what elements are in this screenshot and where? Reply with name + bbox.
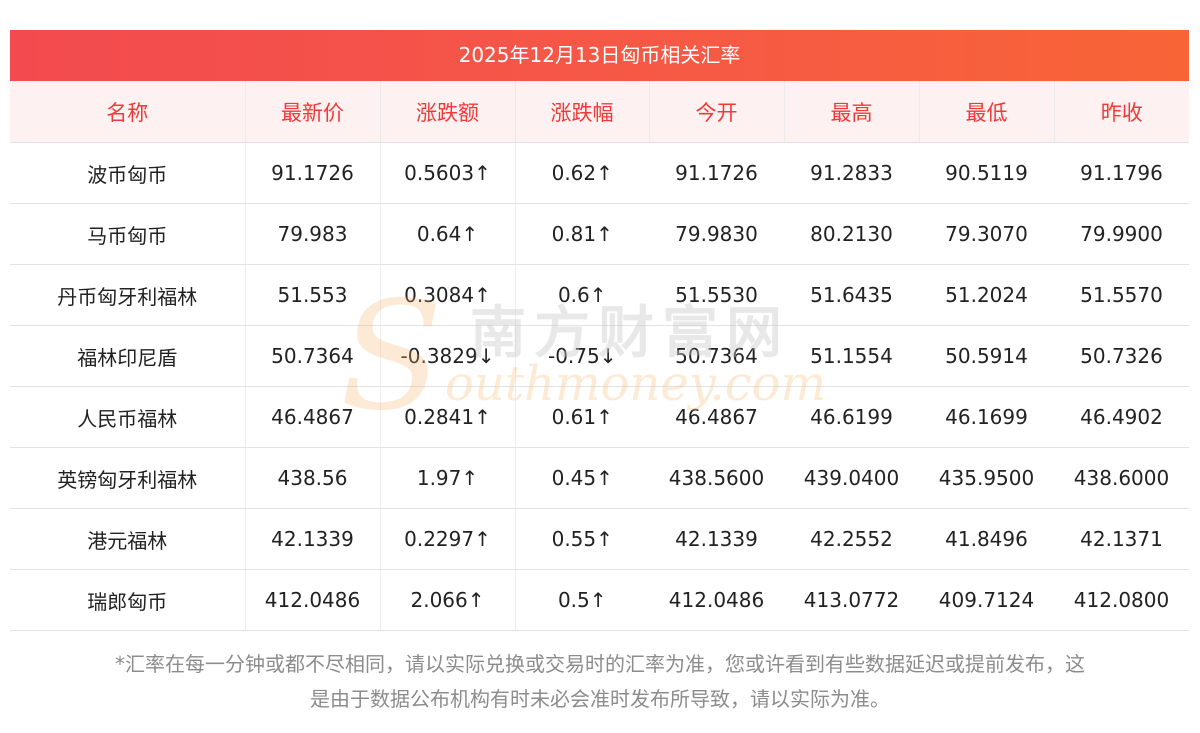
cell-change: 0.3084↑ [380, 264, 516, 326]
disclaimer: *汇率在每一分钟或都不尽相同，请以实际兑换或交易时的汇率为准，您或许看到有些数据… [0, 647, 1200, 717]
table-row: 丹币匈牙利福林 51.553 0.3084↑ 0.6↑ 51.5530 51.6… [10, 264, 1189, 326]
cell-low: 41.8496 [919, 508, 1054, 570]
cell-open: 46.4867 [649, 386, 784, 448]
disclaimer-line-2: 是由于数据公布机构有时未必会准时发布所导致，请以实际为准。 [310, 687, 890, 711]
cell-low: 50.5914 [919, 325, 1054, 387]
cell-change: 0.64↑ [380, 203, 516, 265]
column-header-name: 名称 [10, 81, 246, 143]
cell-name: 英镑匈牙利福林 [10, 447, 246, 509]
cell-name: 马币匈币 [10, 203, 246, 265]
cell-change-pct: -0.75↓ [515, 325, 649, 387]
cell-open: 412.0486 [649, 569, 784, 631]
cell-change: 0.5603↑ [380, 142, 516, 204]
cell-latest: 51.553 [245, 264, 381, 326]
cell-latest: 46.4867 [245, 386, 381, 448]
table-row: 波币匈币 91.1726 0.5603↑ 0.62↑ 91.1726 91.28… [10, 142, 1189, 204]
cell-prev-close: 50.7326 [1054, 325, 1189, 387]
cell-prev-close: 412.0800 [1054, 569, 1189, 631]
cell-high: 439.0400 [784, 447, 919, 509]
table-row: 港元福林 42.1339 0.2297↑ 0.55↑ 42.1339 42.25… [10, 508, 1189, 570]
table-row: 马币匈币 79.983 0.64↑ 0.81↑ 79.9830 80.2130 … [10, 203, 1189, 265]
table-row: 瑞郎匈币 412.0486 2.066↑ 0.5↑ 412.0486 413.0… [10, 569, 1189, 631]
cell-high: 91.2833 [784, 142, 919, 204]
cell-open: 79.9830 [649, 203, 784, 265]
cell-high: 42.2552 [784, 508, 919, 570]
cell-low: 46.1699 [919, 386, 1054, 448]
table-row: 人民币福林 46.4867 0.2841↑ 0.61↑ 46.4867 46.6… [10, 386, 1189, 448]
cell-change-pct: 0.61↑ [515, 386, 649, 448]
cell-change: 0.2841↑ [380, 386, 516, 448]
cell-high: 80.2130 [784, 203, 919, 265]
cell-prev-close: 46.4902 [1054, 386, 1189, 448]
cell-change-pct: 0.62↑ [515, 142, 649, 204]
column-header-high: 最高 [784, 81, 920, 143]
cell-change-pct: 0.55↑ [515, 508, 649, 570]
cell-name: 瑞郎匈币 [10, 569, 246, 631]
cell-change: 2.066↑ [380, 569, 516, 631]
table-row: 福林印尼盾 50.7364 -0.3829↓ -0.75↓ 50.7364 51… [10, 325, 1189, 387]
cell-low: 90.5119 [919, 142, 1054, 204]
cell-latest: 412.0486 [245, 569, 381, 631]
cell-change: 0.2297↑ [380, 508, 516, 570]
table-row: 英镑匈牙利福林 438.56 1.97↑ 0.45↑ 438.5600 439.… [10, 447, 1189, 509]
column-header-latest: 最新价 [245, 81, 381, 143]
cell-high: 51.1554 [784, 325, 919, 387]
header-row: 名称 最新价 涨跌额 涨跌幅 今开 最高 最低 昨收 [10, 81, 1189, 143]
cell-prev-close: 91.1796 [1054, 142, 1189, 204]
cell-latest: 50.7364 [245, 325, 381, 387]
cell-open: 91.1726 [649, 142, 784, 204]
cell-name: 丹币匈牙利福林 [10, 264, 246, 326]
cell-change-pct: 0.81↑ [515, 203, 649, 265]
cell-low: 435.9500 [919, 447, 1054, 509]
table-title: 2025年12月13日匈币相关汇率 [10, 30, 1189, 81]
cell-change-pct: 0.45↑ [515, 447, 649, 509]
cell-prev-close: 51.5570 [1054, 264, 1189, 326]
cell-name: 人民币福林 [10, 386, 246, 448]
column-header-open: 今开 [649, 81, 785, 143]
column-header-change: 涨跌额 [380, 81, 516, 143]
cell-latest: 42.1339 [245, 508, 381, 570]
column-header-prev-close: 昨收 [1054, 81, 1189, 143]
cell-high: 413.0772 [784, 569, 919, 631]
cell-change-pct: 0.6↑ [515, 264, 649, 326]
column-header-change-pct: 涨跌幅 [515, 81, 650, 143]
cell-open: 51.5530 [649, 264, 784, 326]
cell-open: 438.5600 [649, 447, 784, 509]
cell-name: 福林印尼盾 [10, 325, 246, 387]
exchange-rate-table: 名称 最新价 涨跌额 涨跌幅 今开 最高 最低 昨收 波币匈币 91.1726 … [10, 81, 1189, 631]
cell-prev-close: 42.1371 [1054, 508, 1189, 570]
cell-latest: 438.56 [245, 447, 381, 509]
cell-change: -0.3829↓ [380, 325, 516, 387]
cell-latest: 91.1726 [245, 142, 381, 204]
cell-prev-close: 79.9900 [1054, 203, 1189, 265]
disclaimer-line-1: *汇率在每一分钟或都不尽相同，请以实际兑换或交易时的汇率为准，您或许看到有些数据… [115, 652, 1085, 676]
cell-low: 51.2024 [919, 264, 1054, 326]
column-header-low: 最低 [919, 81, 1055, 143]
cell-high: 46.6199 [784, 386, 919, 448]
cell-latest: 79.983 [245, 203, 381, 265]
cell-name: 波币匈币 [10, 142, 246, 204]
cell-change: 1.97↑ [380, 447, 516, 509]
cell-name: 港元福林 [10, 508, 246, 570]
cell-high: 51.6435 [784, 264, 919, 326]
cell-prev-close: 438.6000 [1054, 447, 1189, 509]
cell-low: 79.3070 [919, 203, 1054, 265]
cell-low: 409.7124 [919, 569, 1054, 631]
cell-open: 42.1339 [649, 508, 784, 570]
cell-change-pct: 0.5↑ [515, 569, 649, 631]
table-body: 波币匈币 91.1726 0.5603↑ 0.62↑ 91.1726 91.28… [10, 142, 1189, 631]
cell-open: 50.7364 [649, 325, 784, 387]
